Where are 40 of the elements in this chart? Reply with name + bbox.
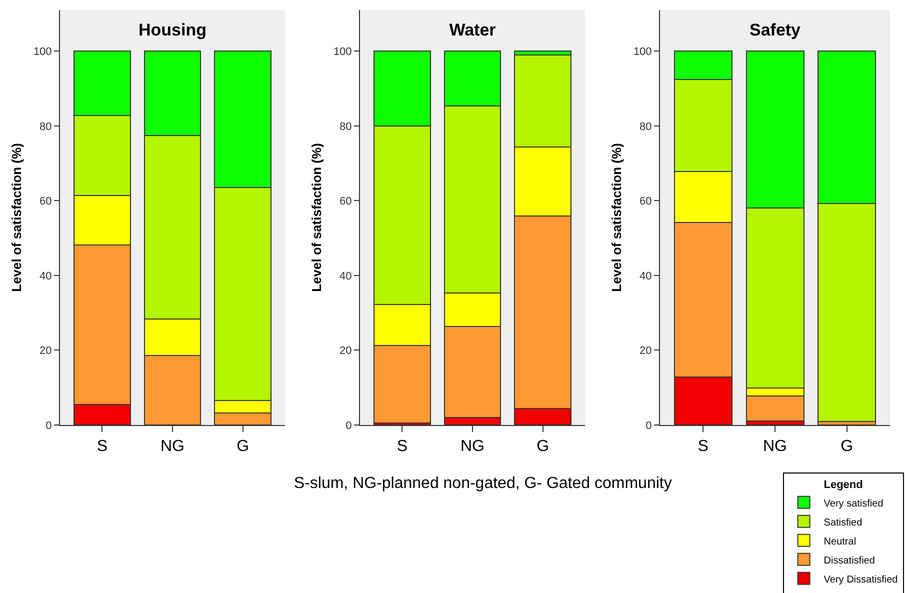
- x-tick-label: S: [396, 438, 408, 456]
- text: Housing: [138, 20, 206, 40]
- y-tick-label: 40: [340, 270, 352, 282]
- x-tick-label: NG: [763, 438, 787, 456]
- x-tick-label: G: [236, 438, 250, 456]
- y-tick-label: 40: [40, 270, 52, 282]
- x-tick-label: S: [698, 438, 708, 456]
- y-tick-label: 80: [640, 120, 652, 133]
- y-tick-label: 100: [633, 46, 652, 58]
- x-tick-label: G: [536, 438, 550, 456]
- y-tick-label: 60: [640, 196, 652, 208]
- x-tick-label: S: [96, 438, 108, 456]
- y-tick-label: 100: [33, 46, 52, 58]
- y-axis-title: Level of satisfaction (%): [308, 143, 324, 292]
- y-tick-label: 0: [346, 420, 352, 432]
- y-tick-label: 0: [46, 420, 52, 432]
- y-tick-label: 40: [640, 270, 652, 282]
- text: Safety: [749, 20, 802, 40]
- legend-label: Dissatisfied: [824, 555, 875, 566]
- text: S-slum, NG-planned non-gated, G- Gated community: [294, 475, 672, 492]
- legend-label: Very Dissatisfied: [824, 574, 898, 586]
- legend-label: Neutral: [824, 536, 856, 548]
- legend-label: Satisfied: [824, 517, 862, 528]
- y-tick-label: 20: [640, 345, 652, 358]
- y-axis-title: Level of satisfaction (%): [8, 143, 24, 292]
- y-tick-label: 0: [646, 420, 652, 432]
- y-tick-label: 80: [40, 120, 52, 133]
- legend-label: Very satisfied: [824, 498, 884, 510]
- x-tick-label: G: [840, 438, 854, 456]
- y-tick-label: 100: [333, 46, 352, 58]
- y-tick-label: 20: [40, 345, 52, 358]
- y-tick-label: 20: [340, 345, 352, 358]
- y-tick-label: 80: [340, 120, 352, 133]
- text: Water: [449, 20, 496, 40]
- x-tick-label: NG: [460, 438, 484, 456]
- y-tick-label: 60: [340, 196, 352, 208]
- x-tick-label: NG: [160, 438, 184, 456]
- legend-title: Legend: [824, 478, 863, 491]
- y-axis-title: Level of satisfaction (%): [608, 143, 624, 292]
- y-tick-label: 60: [40, 196, 52, 208]
